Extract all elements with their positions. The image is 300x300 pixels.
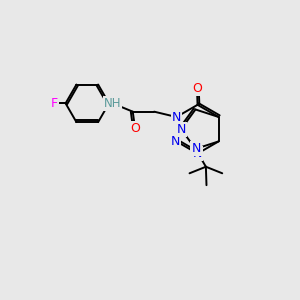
Text: O: O	[130, 122, 140, 135]
Text: N: N	[191, 142, 201, 155]
Text: O: O	[192, 82, 202, 95]
Text: N: N	[176, 123, 186, 136]
Text: F: F	[51, 97, 58, 110]
Text: N: N	[193, 147, 202, 160]
Text: N: N	[170, 135, 180, 148]
Text: NH: NH	[104, 97, 121, 110]
Text: N: N	[172, 110, 181, 124]
